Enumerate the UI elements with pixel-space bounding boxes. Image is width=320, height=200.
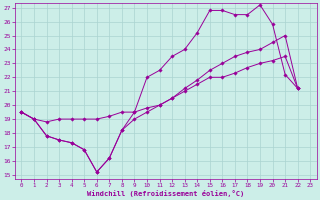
X-axis label: Windchill (Refroidissement éolien,°C): Windchill (Refroidissement éolien,°C) [87,190,244,197]
